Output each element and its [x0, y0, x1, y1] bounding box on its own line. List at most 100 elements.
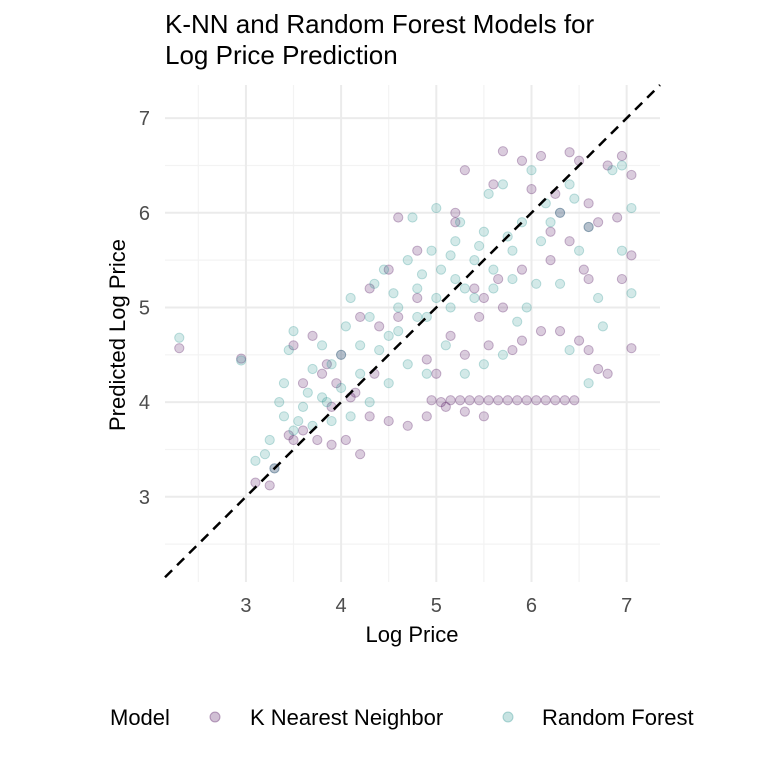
random-forest-point: [326, 359, 337, 370]
knn-point: [464, 395, 475, 406]
knn-point: [364, 411, 375, 422]
random-forest-point: [554, 207, 566, 218]
y-axis-title: Predicted Log Price: [105, 239, 130, 431]
legend-title: Model: [110, 705, 170, 730]
knn-point: [331, 378, 342, 389]
random-forest-point: [393, 302, 404, 313]
knn-point: [374, 321, 385, 332]
random-forest-point: [431, 202, 442, 214]
knn-point: [583, 344, 594, 356]
random-forest-point: [264, 434, 275, 446]
knn-point: [516, 155, 528, 166]
random-forest-point: [454, 217, 466, 228]
random-forest-point: [478, 359, 489, 370]
knn-point: [583, 198, 594, 209]
random-forest-point: [597, 321, 608, 332]
knn-point: [578, 264, 589, 275]
knn-point: [545, 255, 556, 266]
knn-point: [355, 449, 366, 460]
random-forest-point: [174, 332, 185, 343]
random-forest-point: [297, 401, 309, 412]
knn-point: [440, 401, 451, 412]
random-forest-point: [426, 245, 437, 256]
knn-point: [435, 397, 447, 408]
knn-point: [569, 395, 580, 406]
random-forest-point: [526, 165, 537, 176]
knn-point: [326, 439, 337, 450]
random-forest-point: [564, 179, 575, 190]
knn-point: [531, 395, 542, 406]
knn-point: [336, 349, 347, 360]
random-forest-point: [435, 264, 447, 275]
knn-point: [521, 395, 532, 406]
knn-point: [364, 283, 375, 294]
chart-title: K-NN and Random Forest Models for Log Pr…: [165, 9, 595, 70]
random-forest-point: [440, 340, 451, 351]
random-forest-point: [393, 326, 404, 337]
random-forest-point: [336, 382, 347, 394]
knn-point: [493, 395, 504, 406]
random-forest-point: [507, 273, 518, 285]
identity-reference-line: [164, 84, 661, 579]
random-forest-series: [174, 160, 637, 474]
knn-point: [526, 184, 537, 195]
random-forest-point: [259, 449, 271, 460]
knn-point: [564, 147, 575, 158]
random-forest-point: [378, 264, 390, 275]
knn-point: [507, 344, 518, 356]
random-forest-point: [383, 378, 394, 389]
random-forest-point: [307, 363, 318, 375]
knn-point: [383, 415, 394, 427]
random-forest-point: [278, 411, 290, 422]
x-tick-label: 4: [336, 595, 347, 617]
random-forest-point: [326, 415, 337, 427]
knn-point: [469, 283, 480, 294]
y-tick-label: 4: [139, 392, 150, 414]
knn-point: [450, 217, 461, 228]
knn-point: [236, 353, 247, 364]
knn-point: [497, 302, 509, 313]
knn-point: [554, 326, 566, 337]
knn-point: [583, 273, 594, 285]
knn-point: [340, 434, 351, 446]
random-forest-point: [488, 264, 499, 275]
knn-point: [383, 264, 394, 275]
y-tick-label: 3: [139, 487, 150, 509]
random-forest-point: [583, 221, 594, 233]
knn-point: [554, 207, 566, 218]
knn-point: [573, 335, 585, 346]
random-forest-point: [445, 302, 456, 313]
random-forest-point: [512, 316, 523, 327]
knn-point: [516, 264, 528, 275]
chart-title-line-1: K-NN and Random Forest Models for: [165, 9, 595, 39]
random-forest-point: [450, 236, 461, 247]
y-axis-ticks: 3 4 5 6 7: [139, 108, 150, 509]
random-forest-point: [593, 292, 604, 304]
knn-point: [393, 212, 404, 223]
legend-label-knn: K Nearest Neighbor: [250, 705, 443, 730]
knn-point: [626, 169, 637, 181]
random-forest-point: [616, 160, 628, 171]
random-forest-point: [616, 245, 628, 256]
knn-point: [355, 311, 366, 323]
knn-point: [445, 395, 456, 406]
random-forest-point: [278, 378, 290, 389]
knn-point: [535, 150, 547, 162]
knn-point: [478, 292, 489, 304]
x-tick-label: 7: [621, 595, 632, 617]
random-forest-point: [316, 340, 328, 351]
knn-point: [264, 480, 275, 491]
random-forest-point: [383, 330, 394, 341]
random-forest-point: [583, 378, 594, 389]
x-axis-ticks: 3 4 5 6 7: [240, 595, 632, 617]
x-tick-label: 5: [431, 595, 442, 617]
knn-point: [312, 434, 323, 446]
y-tick-label: 6: [139, 203, 150, 225]
random-forest-point: [293, 415, 304, 427]
random-forest-point: [336, 349, 347, 360]
knn-point: [593, 363, 604, 375]
knn-point: [493, 273, 504, 285]
knn-point: [602, 368, 613, 379]
random-forest-point: [488, 283, 499, 294]
